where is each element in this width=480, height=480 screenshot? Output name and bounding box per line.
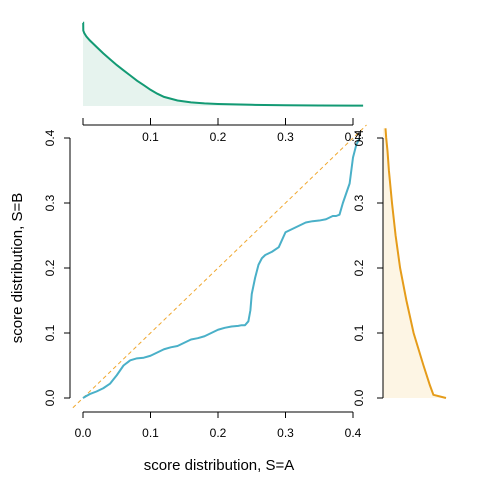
right-density-curve — [384, 128, 447, 399]
y-axis-tick-label: 0.1 — [43, 324, 57, 341]
right-axis-tick-label: 0.4 — [352, 129, 366, 146]
main-plot-panel — [72, 124, 367, 409]
y-axis-tick-label: 0.2 — [43, 259, 57, 276]
top-axis-tick-label: 0.2 — [210, 130, 227, 144]
right-axis-tick-label: 0.1 — [352, 324, 366, 341]
tick-labels-group: 0.0 0.1 0.2 0.3 0.4 0.0 0.1 0.2 0.3 0.4 0.1 0.2 0.3 0… — [43, 129, 366, 440]
x-axis-tick-label: 0.4 — [345, 426, 362, 440]
right-density-fill — [383, 128, 446, 398]
top-density-curve — [82, 21, 364, 107]
right-axis-tick-label: 0.2 — [352, 259, 366, 276]
x-axis-tick-label: 0.0 — [75, 426, 92, 440]
top-density-fill — [83, 22, 364, 106]
top-axis-tick-label: 0.1 — [142, 130, 159, 144]
y-axis-title: score distribution, S=B — [9, 193, 26, 344]
top-axis-tick-label: 0.3 — [277, 130, 294, 144]
right-axis-tick-label: 0.3 — [352, 194, 366, 211]
x-axis-tick-label: 0.2 — [210, 426, 227, 440]
x-axis-tick-label: 0.1 — [142, 426, 159, 440]
y-axis-tick-label: 0.4 — [43, 129, 57, 146]
x-axis-tick-label: 0.3 — [277, 426, 294, 440]
axes-group — [64, 118, 384, 418]
y-axis-tick-label: 0.0 — [43, 389, 57, 406]
top-axis-tick-label: 0.4 — [345, 130, 362, 144]
right-axis-tick-label: 0.0 — [352, 389, 366, 406]
right-marginal-panel — [383, 128, 447, 399]
y-axis-tick-label: 0.3 — [43, 194, 57, 211]
x-axis-title: score distribution, S=A — [144, 457, 295, 474]
qq-curve — [82, 137, 361, 399]
reference-diagonal-line — [72, 124, 367, 409]
top-marginal-panel — [82, 21, 364, 107]
